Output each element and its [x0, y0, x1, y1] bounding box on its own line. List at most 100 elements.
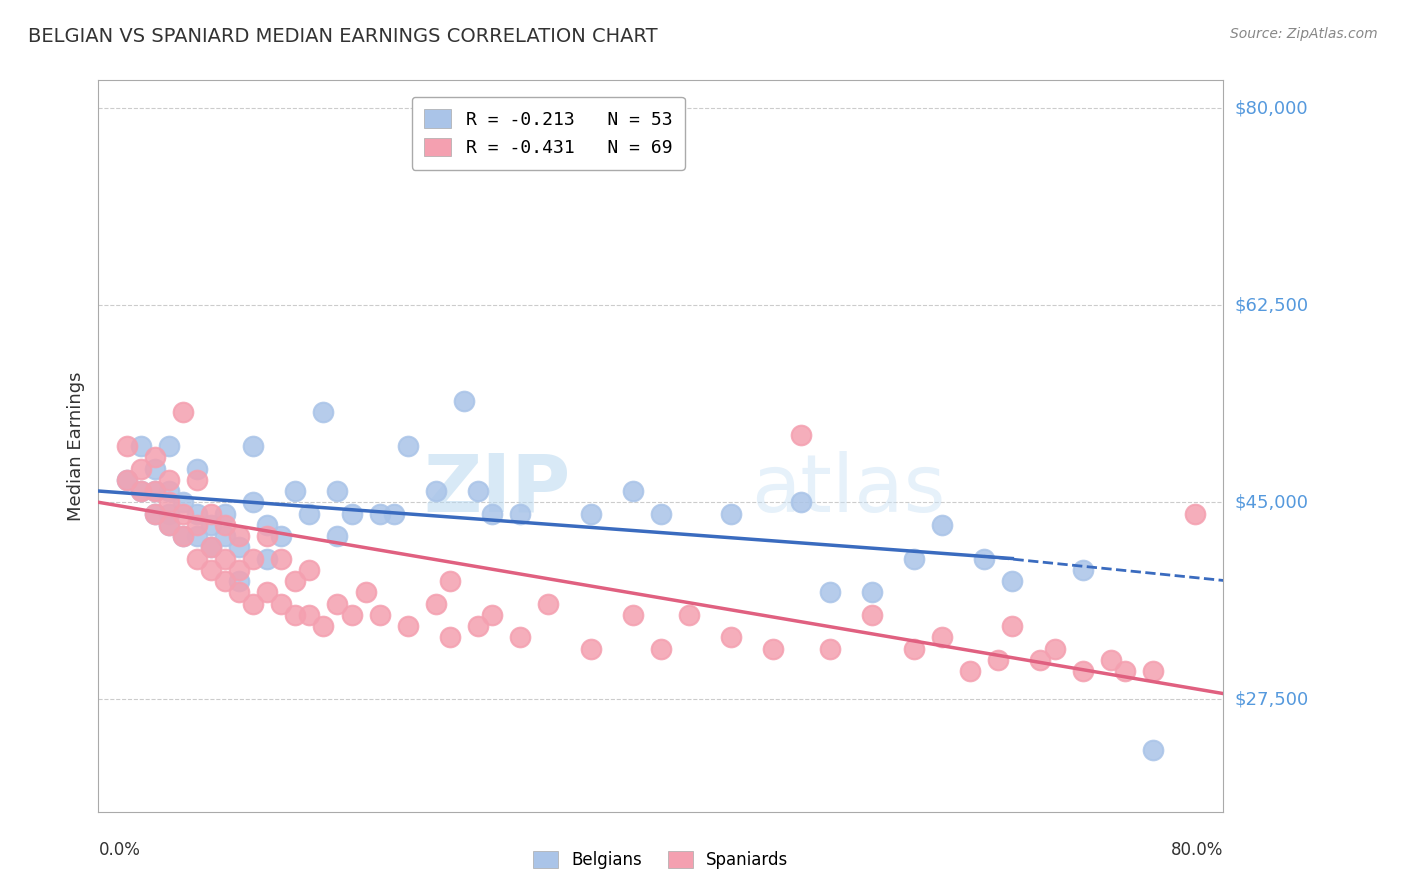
Text: $80,000: $80,000 [1234, 99, 1308, 118]
Point [228, 574, 250, 588]
Point [650, 507, 672, 521]
Point [579, 507, 602, 521]
Point [186, 529, 208, 543]
Point [973, 551, 995, 566]
Point [621, 483, 644, 498]
Point [270, 597, 292, 611]
Point [186, 461, 208, 475]
Point [242, 597, 264, 611]
Point [382, 507, 405, 521]
Point [340, 507, 363, 521]
Point [312, 619, 335, 633]
Point [298, 563, 321, 577]
Point [129, 461, 152, 475]
Legend: R = -0.213   N = 53, R = -0.431   N = 69: R = -0.213 N = 53, R = -0.431 N = 69 [412, 96, 685, 169]
Point [242, 439, 264, 453]
Point [172, 529, 194, 543]
Point [439, 630, 461, 644]
Point [129, 439, 152, 453]
Point [509, 507, 531, 521]
Point [186, 551, 208, 566]
Point [1043, 641, 1066, 656]
Point [481, 607, 503, 622]
Point [172, 529, 194, 543]
Point [129, 483, 152, 498]
Point [1184, 507, 1206, 521]
Point [1001, 619, 1024, 633]
Point [228, 529, 250, 543]
Point [129, 483, 152, 498]
Point [860, 585, 883, 599]
Point [143, 507, 166, 521]
Point [242, 495, 264, 509]
Point [172, 405, 194, 419]
Point [425, 597, 447, 611]
Text: Source: ZipAtlas.com: Source: ZipAtlas.com [1230, 27, 1378, 41]
Point [228, 585, 250, 599]
Point [143, 483, 166, 498]
Point [720, 507, 742, 521]
Point [270, 529, 292, 543]
Point [172, 495, 194, 509]
Point [284, 607, 307, 622]
Text: atlas: atlas [751, 450, 945, 529]
Point [340, 607, 363, 622]
Text: BELGIAN VS SPANIARD MEDIAN EARNINGS CORRELATION CHART: BELGIAN VS SPANIARD MEDIAN EARNINGS CORR… [28, 27, 658, 45]
Point [453, 394, 475, 409]
Point [396, 619, 419, 633]
Text: ZIP: ZIP [423, 450, 571, 529]
Point [115, 439, 138, 453]
Point [200, 517, 222, 532]
Point [143, 507, 166, 521]
Point [467, 483, 489, 498]
Point [186, 517, 208, 532]
Text: 0.0%: 0.0% [98, 841, 141, 859]
Point [214, 529, 236, 543]
Point [214, 517, 236, 532]
Point [157, 439, 180, 453]
Point [172, 507, 194, 521]
Point [790, 495, 813, 509]
Point [200, 563, 222, 577]
Point [256, 529, 278, 543]
Point [284, 483, 307, 498]
Point [228, 563, 250, 577]
Point [200, 541, 222, 555]
Point [157, 517, 180, 532]
Point [256, 585, 278, 599]
Point [987, 653, 1010, 667]
Text: $62,500: $62,500 [1234, 296, 1309, 314]
Point [186, 473, 208, 487]
Point [368, 507, 391, 521]
Point [509, 630, 531, 644]
Point [284, 574, 307, 588]
Point [1142, 664, 1164, 678]
Point [1029, 653, 1052, 667]
Point [157, 483, 180, 498]
Point [818, 585, 841, 599]
Point [481, 507, 503, 521]
Point [439, 574, 461, 588]
Point [298, 507, 321, 521]
Point [1071, 664, 1094, 678]
Point [326, 483, 349, 498]
Point [354, 585, 377, 599]
Point [157, 495, 180, 509]
Point [115, 473, 138, 487]
Text: 80.0%: 80.0% [1171, 841, 1223, 859]
Point [228, 541, 250, 555]
Point [860, 607, 883, 622]
Point [186, 507, 208, 521]
Point [1114, 664, 1136, 678]
Point [1001, 574, 1024, 588]
Point [200, 507, 222, 521]
Point [1099, 653, 1122, 667]
Point [931, 517, 953, 532]
Legend: Belgians, Spaniards: Belgians, Spaniards [523, 841, 799, 880]
Point [214, 574, 236, 588]
Point [298, 607, 321, 622]
Point [143, 483, 166, 498]
Point [1142, 743, 1164, 757]
Text: $27,500: $27,500 [1234, 690, 1309, 708]
Point [650, 641, 672, 656]
